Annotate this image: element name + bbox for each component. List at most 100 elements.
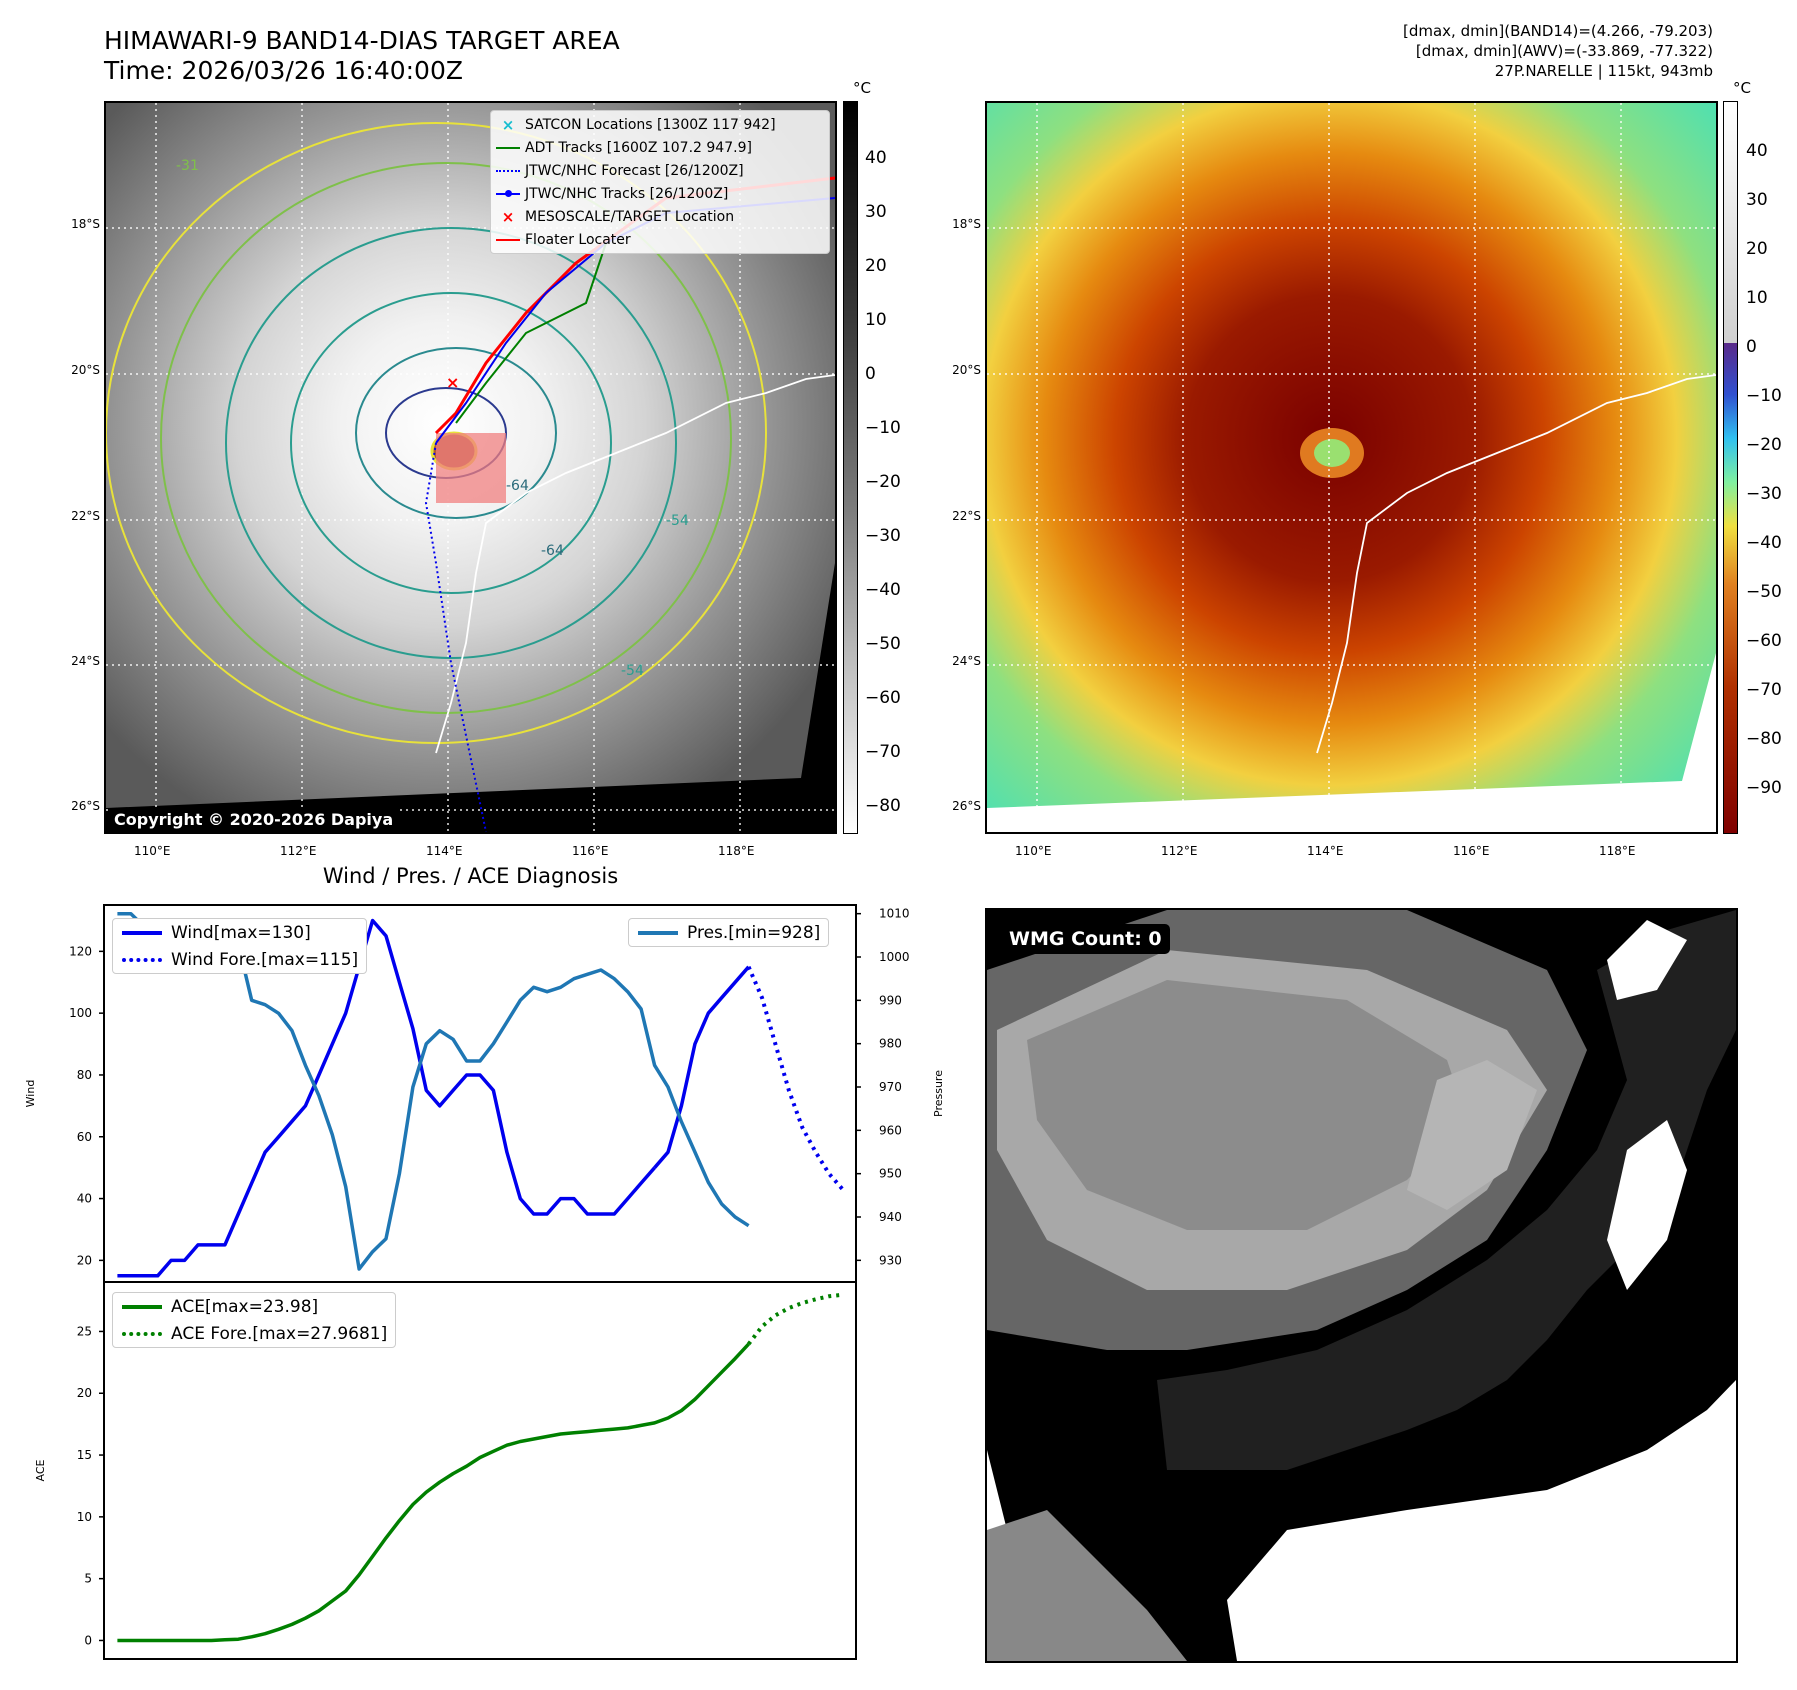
colorbar-tick: −50 (865, 634, 901, 654)
colorbar-tick: −20 (1746, 435, 1782, 455)
legend-item: Floater Locater (491, 228, 829, 251)
info-storm: 27P.NARELLE | 115kt, 943mb (1494, 62, 1713, 80)
colorbar-tick: 0 (1746, 337, 1757, 357)
legend-item: Wind Fore.[max=115] (113, 946, 366, 973)
lon-label: 112°E (1161, 844, 1198, 858)
pressure-line-icon (629, 930, 687, 935)
contour-label: -64 (541, 543, 564, 559)
adt-line-icon (491, 146, 525, 149)
svg-text:×: × (446, 373, 459, 392)
ace-line-icon (113, 1304, 171, 1309)
map-lon-labels-right: 110°E 112°E 114°E 116°E 118°E (985, 844, 1718, 860)
y2-tick-label: 950 (879, 1167, 902, 1181)
colorbar-unit: °C (853, 79, 871, 97)
lon-label: 114°E (1307, 844, 1344, 858)
colorbar-tick: −70 (1746, 680, 1782, 700)
ace-y-tick-label: 10 (77, 1510, 92, 1524)
y2-tick-label: 930 (879, 1253, 902, 1267)
legend-item: ADT Tracks [1600Z 107.2 947.9] (491, 136, 829, 159)
info-band14-range: [dmax, dmin](BAND14)=(4.266, -79.203) (1402, 22, 1713, 40)
ace-forecast-dotted-icon (113, 1331, 171, 1336)
colorbar-tick: −20 (865, 472, 901, 492)
lon-label: 110°E (134, 844, 171, 858)
legend-item: ACE Fore.[max=27.9681] (113, 1320, 395, 1347)
colorbar-tick: 20 (865, 256, 887, 276)
ace-y-tick-label: 5 (84, 1572, 92, 1586)
copyright-badge: Copyright © 2020-2026 Dapiya (109, 808, 399, 831)
lon-label: 118°E (718, 844, 755, 858)
colorbar-tick: −40 (1746, 533, 1782, 553)
legend-item: ACE[max=23.98] (113, 1293, 395, 1320)
ace-y-tick-label: 15 (77, 1448, 92, 1462)
plot-title: HIMAWARI-9 BAND14-DIAS TARGET AREA (104, 26, 620, 55)
y2-tick-label: 940 (879, 1210, 902, 1224)
bd-colorbar-ticks: 40 30 20 10 0 −10 −20 −30 −40 −50 −60 −7… (1746, 101, 1796, 834)
wmg-count-badge: WMG Count: 0 (1001, 924, 1170, 954)
y2-tick-label: 970 (879, 1080, 902, 1094)
y2-tick-label: 980 (879, 1037, 902, 1051)
bd-enhanced-map-panel (985, 101, 1718, 834)
lat-label: 20°S (952, 363, 981, 377)
track-line-dot-icon (491, 189, 525, 197)
y2-tick-label: 1010 (879, 907, 910, 921)
colorbar-tick: 40 (865, 148, 887, 168)
lat-label: 22°S (952, 509, 981, 523)
wind-legend: Wind[max=130] Wind Fore.[max=115] (112, 918, 368, 974)
lat-label: 26°S (71, 799, 100, 813)
colorbar-tick: −60 (865, 688, 901, 708)
ace-axis-label: ACE (34, 1459, 47, 1481)
ir-map-panel: × -64 -64 -54 -54 -31 × SATCON Locations … (104, 101, 837, 834)
info-awv-range: [dmax, dmin](AWV)=(-33.869, -77.322) (1415, 42, 1713, 60)
colorbar-tick: −10 (865, 418, 901, 438)
lat-label: 22°S (71, 509, 100, 523)
diagnosis-title: Wind / Pres. / ACE Diagnosis (322, 864, 619, 888)
legend-item: Pres.[min=928] (629, 919, 828, 946)
colorbar-tick: −10 (1746, 386, 1782, 406)
y-tick-label: 100 (69, 1006, 92, 1020)
colorbar-tick: 30 (865, 202, 887, 222)
bd-colorbar (1723, 101, 1738, 834)
lon-label: 116°E (572, 844, 609, 858)
ir-colorbar-ticks: 40 30 20 10 0 −10 −20 −30 −40 −50 −60 −7… (865, 101, 925, 834)
lat-label: 18°S (952, 217, 981, 231)
y-tick-label: 120 (69, 944, 92, 958)
legend-item: × MESOSCALE/TARGET Location (491, 205, 829, 228)
colorbar-tick: −30 (1746, 484, 1782, 504)
lon-label: 114°E (426, 844, 463, 858)
pressure-legend: Pres.[min=928] (628, 918, 830, 947)
y-tick-label: 80 (77, 1068, 92, 1082)
pressure-axis-label: Pressure (932, 1070, 945, 1117)
lat-label: 20°S (71, 363, 100, 377)
contour-label: -64 (506, 478, 529, 494)
map-lon-labels-left: 110°E 112°E 114°E 116°E 118°E (104, 844, 837, 860)
lat-label: 26°S (952, 799, 981, 813)
wmg-image (987, 910, 1736, 1661)
colorbar-tick: 30 (1746, 190, 1768, 210)
legend-item: JTWC/NHC Tracks [26/1200Z] (491, 182, 829, 205)
colorbar-tick: −80 (1746, 729, 1782, 749)
lat-label: 18°S (71, 217, 100, 231)
contour-label: -54 (621, 663, 644, 679)
colorbar-tick: 20 (1746, 239, 1768, 259)
wind-forecast-series-line (746, 966, 845, 1191)
wind-forecast-dotted-icon (113, 957, 171, 962)
track-legend: × SATCON Locations [1300Z 117 942] ADT Tr… (490, 110, 830, 254)
lon-label: 110°E (1015, 844, 1052, 858)
ace-y-tick-label: 25 (77, 1324, 92, 1338)
wind-axis-label: Wind (24, 1080, 37, 1108)
colorbar-tick: −30 (865, 526, 901, 546)
plot-time: Time: 2026/03/26 16:40:00Z (104, 56, 463, 85)
lon-label: 118°E (1599, 844, 1636, 858)
ace-forecast-series-line (747, 1292, 843, 1346)
colorbar-tick: 10 (1746, 288, 1768, 308)
target-marker-icon: × (501, 207, 515, 226)
y-tick-label: 40 (77, 1192, 92, 1206)
contour-label: -54 (666, 513, 689, 529)
ace-legend: ACE[max=23.98] ACE Fore.[max=27.9681] (112, 1292, 397, 1348)
colorbar-tick: −60 (1746, 631, 1782, 651)
lon-label: 116°E (1453, 844, 1490, 858)
y2-tick-label: 960 (879, 1123, 902, 1137)
y-tick-label: 60 (77, 1130, 92, 1144)
colorbar-tick: −40 (865, 580, 901, 600)
colorbar-tick: −70 (865, 742, 901, 762)
